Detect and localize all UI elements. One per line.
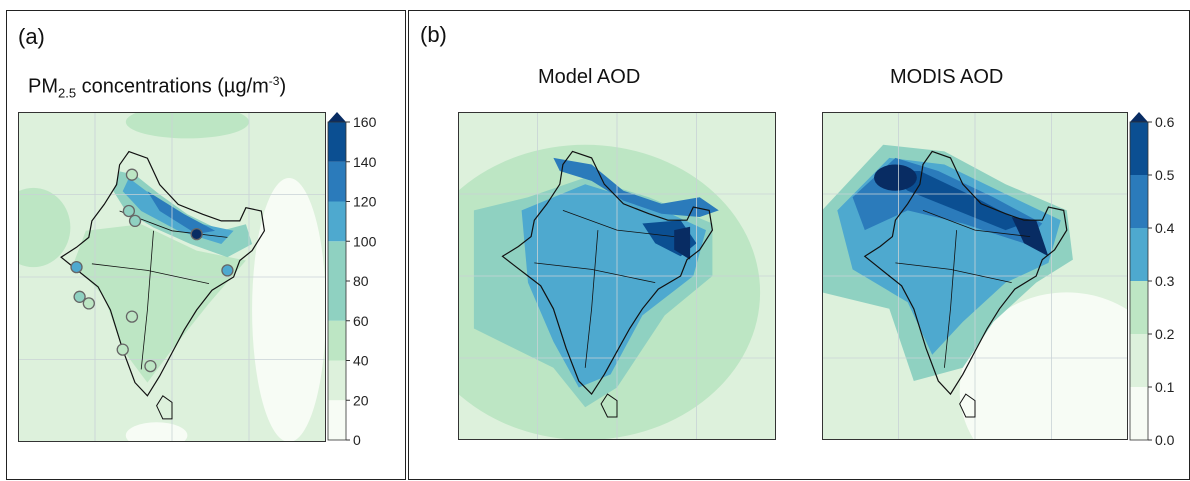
pm25-title-rest: concentrations (µg/m (76, 75, 269, 98)
model-india-outline (501, 150, 714, 396)
pm25-contour-1 (18, 187, 71, 268)
pm25-colorbar-tick-label-0: 0 (353, 432, 361, 448)
station-marker-10 (116, 343, 129, 356)
station-marker-2 (122, 204, 136, 218)
modis-state-border-2 (895, 262, 1012, 283)
pm25-colorbar-segment-5 (328, 201, 346, 242)
panel-b-label: (b) (420, 22, 447, 47)
pm25-colorbar-tick-label-7: 140 (353, 154, 377, 170)
aod-colorbar-tick-label-6: 0.6 (1155, 114, 1175, 130)
aod-colorbar-segment-1 (1130, 334, 1148, 387)
aod-colorbar-tick-label-1: 0.1 (1155, 379, 1175, 395)
station-marker-4 (190, 227, 203, 241)
pm25-colorbar-tick-label-3: 60 (353, 313, 369, 329)
pm25-colorbar-tick-label-8: 160 (353, 114, 377, 130)
station-marker-11 (144, 359, 157, 373)
pm25-colorbar-segment-2 (328, 320, 346, 361)
pm25-colorbar-segment-4 (328, 241, 346, 281)
pm25-colorbar-tick-label-4: 80 (353, 273, 369, 289)
panel-a-label: (a) (18, 24, 45, 49)
pm25-colorbar-tick-label-2: 40 (353, 353, 369, 369)
pm25-colorbar-segment-1 (328, 360, 346, 401)
pm25-colorbar-tick-label-6: 120 (353, 194, 377, 210)
station-marker-9 (125, 310, 139, 323)
station-marker-6 (221, 264, 234, 277)
model-srilanka-outline (600, 393, 618, 418)
pm25-state-border-3 (140, 230, 154, 370)
model-contour-3 (553, 157, 719, 217)
pm25-colorbar-extend-arrow (328, 112, 346, 122)
aod-colorbar-segment-3 (1130, 228, 1148, 281)
model-contour-5 (674, 226, 691, 260)
model-aod-map (458, 112, 776, 440)
pm25-colorbar-segment-6 (328, 161, 346, 202)
pm25-srilanka-outline (156, 395, 173, 420)
modis-india-outline (863, 150, 1068, 396)
station-marker-7 (73, 290, 86, 303)
pm25-colorbar-segment-7 (328, 122, 346, 162)
model-state-border-3 (584, 230, 599, 368)
pm25-contour-2 (73, 224, 246, 383)
pm25-title-main: PM (28, 75, 58, 98)
aod-colorbar: 0.0 0.1 0.2 0.3 0.4 0.5 0.6 (1129, 112, 1175, 448)
pm25-colorbar-segment-0 (328, 400, 346, 440)
aod-colorbar-tick-label-0: 0.0 (1155, 432, 1175, 448)
model-state-border-1 (562, 210, 675, 237)
modis-aod-title: MODIS AOD (890, 66, 1004, 88)
pm25-colorbar-tick-label-5: 100 (353, 233, 377, 249)
modis-state-border-1 (922, 210, 1031, 237)
pm25-india-outline (60, 150, 266, 397)
pm25-contour-5 (147, 191, 216, 235)
model-aod-title: Model AOD (538, 66, 641, 88)
station-marker-1 (125, 168, 139, 181)
pm25-colorbar-tick-label-1: 20 (353, 392, 369, 408)
modis-aod-map (822, 112, 1128, 440)
aod-colorbar-tick-label-4: 0.4 (1155, 220, 1175, 236)
pm25-title: PM2.5 concentrations (µg/m-3) (28, 74, 286, 101)
modis-srilanka-outline (959, 393, 976, 418)
pm25-title-sub: 2.5 (58, 85, 77, 101)
aod-colorbar-tick-label-5: 0.5 (1155, 167, 1175, 183)
aod-colorbar-segment-5 (1130, 122, 1148, 175)
station-marker-5 (70, 260, 83, 274)
modis-state-border-3 (944, 230, 957, 368)
aod-colorbar-segment-0 (1130, 387, 1148, 440)
pm25-contour-7 (252, 178, 326, 442)
aod-colorbar-segment-2 (1130, 281, 1148, 334)
pm25-state-border-2 (91, 263, 210, 284)
model-state-border-2 (534, 262, 656, 283)
pm25-axes-frame (18, 112, 326, 442)
pm25-contour-0 (125, 112, 249, 139)
aod-colorbar-extend-arrow (1130, 112, 1148, 122)
pm25-title-end: ) (279, 75, 287, 98)
modis-contour-0 (959, 292, 1128, 440)
pm25-colorbar-segment-3 (328, 281, 346, 321)
aod-colorbar-tick-label-2: 0.2 (1155, 326, 1175, 342)
aod-colorbar-tick-label-3: 0.3 (1155, 273, 1175, 289)
station-marker-3 (128, 214, 142, 228)
modis-contour-5 (874, 164, 917, 191)
aod-colorbar-segment-4 (1130, 175, 1148, 228)
pm25-map (18, 112, 326, 442)
station-marker-8 (82, 297, 95, 310)
pm25-colorbar: 0 20 40 60 80 100 120 140 160 (327, 112, 377, 448)
model-axes-frame (458, 112, 776, 440)
modis-axes-frame (822, 112, 1128, 440)
pm25-title-sup: -3 (268, 74, 280, 88)
